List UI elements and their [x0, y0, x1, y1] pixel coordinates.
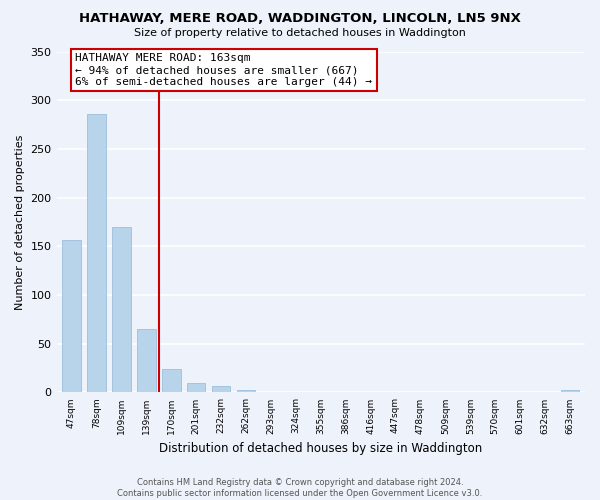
- Text: Contains HM Land Registry data © Crown copyright and database right 2024.
Contai: Contains HM Land Registry data © Crown c…: [118, 478, 482, 498]
- Bar: [137, 329, 155, 392]
- Bar: [236, 390, 256, 392]
- Text: Size of property relative to detached houses in Waddington: Size of property relative to detached ho…: [134, 28, 466, 38]
- Text: HATHAWAY MERE ROAD: 163sqm
← 94% of detached houses are smaller (667)
6% of semi: HATHAWAY MERE ROAD: 163sqm ← 94% of deta…: [75, 54, 372, 86]
- Text: HATHAWAY, MERE ROAD, WADDINGTON, LINCOLN, LN5 9NX: HATHAWAY, MERE ROAD, WADDINGTON, LINCOLN…: [79, 12, 521, 26]
- Y-axis label: Number of detached properties: Number of detached properties: [15, 134, 25, 310]
- Bar: [212, 386, 230, 392]
- Bar: [112, 227, 131, 392]
- Bar: [162, 369, 181, 392]
- Bar: [62, 240, 81, 392]
- X-axis label: Distribution of detached houses by size in Waddington: Distribution of detached houses by size …: [159, 442, 482, 455]
- Bar: [560, 390, 580, 392]
- Bar: [87, 114, 106, 392]
- Bar: [187, 382, 205, 392]
